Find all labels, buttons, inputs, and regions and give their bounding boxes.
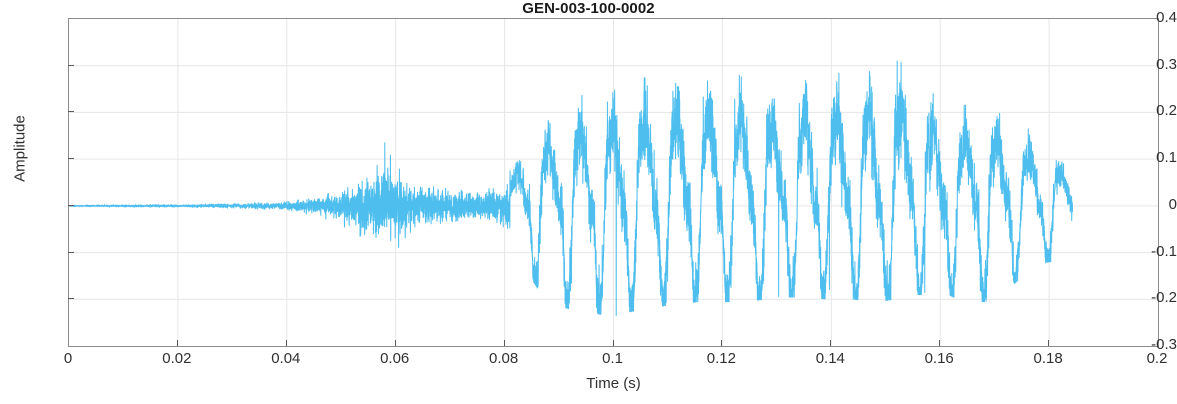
y-tick-label: 0.4: [1156, 9, 1177, 26]
y-tick-mark: [68, 111, 74, 112]
y-tick-label: 0: [1168, 195, 1177, 213]
x-tick-label: 0.14: [815, 350, 845, 367]
y-tick-mark: [68, 158, 74, 159]
x-tick-mark: [721, 340, 722, 346]
x-tick-mark: [504, 340, 505, 346]
y-tick-mark: [68, 252, 74, 253]
x-tick-mark: [613, 340, 614, 346]
x-tick-mark: [395, 340, 396, 346]
y-tick-mark: [68, 65, 74, 66]
x-tick-mark: [177, 340, 178, 346]
x-tick-label: 0: [63, 350, 73, 367]
y-tick-label: 0.1: [1156, 149, 1177, 167]
plot-area[interactable]: [68, 18, 1159, 347]
y-tick-label: -0.2: [1151, 289, 1177, 307]
x-tick-mark: [830, 340, 831, 346]
y-tick-label: -0.3: [1151, 336, 1177, 353]
x-axis-label: Time (s): [586, 375, 641, 392]
y-tick-mark: [68, 298, 74, 299]
y-tick-mark: [68, 205, 74, 206]
chart-title: GEN-003-100-0002: [522, 0, 655, 17]
y-tick-label: 0.2: [1156, 102, 1177, 120]
x-tick-label: 0.02: [162, 350, 192, 367]
y-tick-label: -0.1: [1151, 242, 1177, 260]
x-tick-label: 0.16: [924, 350, 954, 367]
x-tick-label: 0.1: [602, 350, 623, 367]
x-tick-label: 0.18: [1033, 350, 1063, 367]
waveform-series: [69, 60, 1074, 317]
x-tick-mark: [1048, 340, 1049, 346]
y-tick-label: 0.3: [1156, 55, 1177, 73]
y-axis-label: Amplitude: [11, 115, 29, 182]
x-tick-label: 0.06: [380, 350, 410, 367]
x-tick-label: 0.2: [1146, 350, 1168, 367]
x-tick-mark: [286, 340, 287, 346]
x-tick-label: 0.08: [488, 350, 519, 367]
x-tick-mark: [939, 340, 940, 346]
x-tick-label: 0.12: [706, 350, 736, 367]
x-tick-label: 0.04: [271, 350, 301, 367]
